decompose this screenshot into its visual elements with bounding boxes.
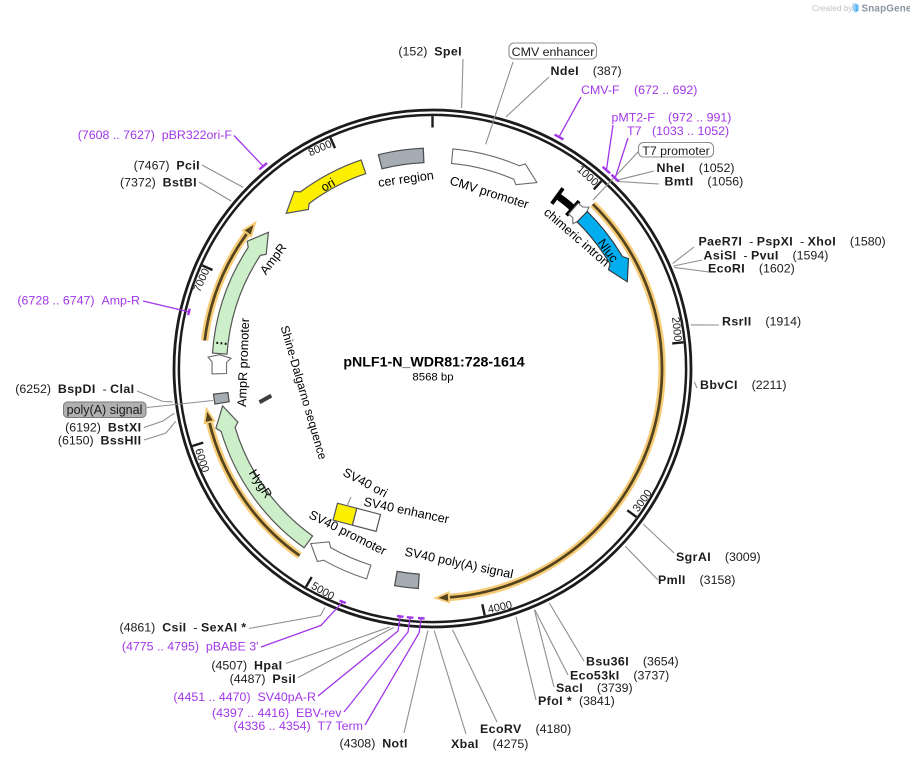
svg-text:SacI (3739): SacI (3739) (556, 681, 633, 695)
svg-text:(4861) CsiI - SexAI *: (4861) CsiI - SexAI * (119, 621, 246, 635)
svg-text:pMT2-F: pMT2-F (612, 111, 656, 125)
svg-text:(7608 .. 7627) pBR322ori-F: (7608 .. 7627) pBR322ori-F (78, 128, 233, 142)
svg-text:CMV-F: CMV-F (581, 83, 620, 97)
svg-text:NheI (1052): NheI (1052) (657, 161, 735, 175)
svg-text:(4308) NotI: (4308) NotI (340, 737, 408, 751)
svg-text:SnapGene: SnapGene (862, 4, 910, 15)
svg-text:(972 .. 991): (972 .. 991) (668, 111, 731, 125)
svg-text:T7: T7 (627, 124, 642, 138)
svg-text:(4336 .. 4354) T7 Term: (4336 .. 4354) T7 Term (234, 719, 363, 733)
svg-text:(6192) BstXI: (6192) BstXI (65, 421, 141, 435)
svg-text:2000: 2000 (669, 316, 683, 342)
svg-text:(7372) BstBI: (7372) BstBI (120, 176, 197, 190)
svg-text:T7 promoter: T7 promoter (642, 144, 709, 158)
svg-text:pNLF1-N_WDR81:728-1614: pNLF1-N_WDR81:728-1614 (343, 355, 524, 371)
svg-text:PaeR7I - PspXI - XhoI (15: PaeR7I - PspXI - XhoI (1580) (699, 235, 886, 249)
svg-text:PmlI (3158): PmlI (3158) (658, 573, 735, 587)
svg-text:(6728 .. 6747) Amp-R: (6728 .. 6747) Amp-R (17, 294, 140, 308)
svg-text:poly(A) signal: poly(A) signal (67, 403, 143, 417)
svg-text:XbaI (4275): XbaI (4275) (451, 737, 528, 751)
svg-text:(4451 .. 4470) SV40pA-R: (4451 .. 4470) SV40pA-R (173, 690, 316, 704)
svg-text:Bsu36I (3654): Bsu36I (3654) (586, 655, 679, 669)
svg-text:(6252) BspDI - ClaI: (6252) BspDI - ClaI (15, 382, 134, 396)
svg-text:SgrAI (3009): SgrAI (3009) (676, 550, 761, 564)
svg-text:(672 .. 692): (672 .. 692) (634, 83, 697, 97)
svg-text:Created by: Created by (812, 3, 853, 13)
svg-text:EcoRV (4180): EcoRV (4180) (480, 722, 571, 736)
svg-text:AsiSI - PvuI (1594): AsiSI - PvuI (1594) (704, 249, 829, 263)
svg-text:(4487) PsiI: (4487) PsiI (230, 672, 296, 686)
svg-text:8568 bp: 8568 bp (412, 372, 453, 384)
svg-text:BbvCI (2211): BbvCI (2211) (700, 378, 786, 392)
svg-text:RsrII (1914): RsrII (1914) (722, 315, 801, 329)
svg-text:(6150) BssHII: (6150) BssHII (58, 434, 142, 448)
svg-text:NdeI (387): NdeI (387) (551, 64, 622, 78)
svg-text:(4397 .. 4416) EBV-rev: (4397 .. 4416) EBV-rev (212, 706, 342, 720)
svg-text:(4775 .. 4795) pBABE 3': (4775 .. 4795) pBABE 3' (122, 640, 259, 654)
svg-text:PfoI * (3841): PfoI * (3841) (538, 694, 615, 708)
svg-text:BmtI (1056): BmtI (1056) (665, 175, 744, 189)
svg-text:(4507) HpaI: (4507) HpaI (211, 659, 282, 673)
svg-text:(1033 .. 1052): (1033 .. 1052) (652, 124, 729, 138)
svg-text:CMV enhancer: CMV enhancer (512, 45, 595, 59)
svg-text:(152) SpeI: (152) SpeI (398, 45, 462, 59)
svg-text:EcoRI (1602): EcoRI (1602) (708, 262, 795, 276)
svg-text:(7467) PciI: (7467) PciI (134, 159, 200, 173)
